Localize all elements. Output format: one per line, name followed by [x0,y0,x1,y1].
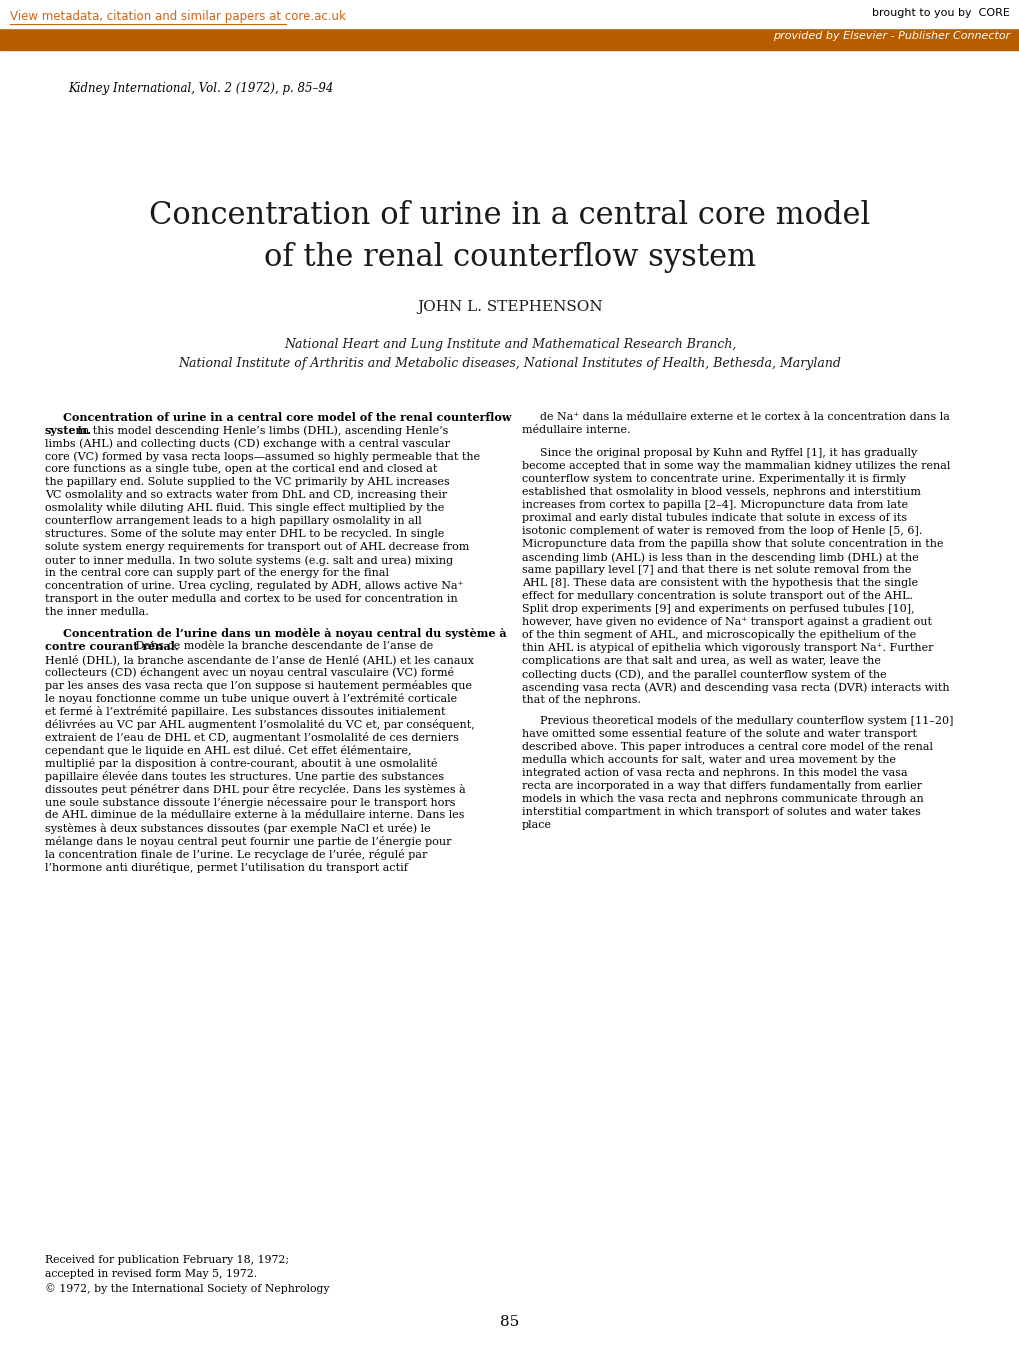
Text: Received for publication February 18, 1972;: Received for publication February 18, 19… [45,1255,288,1266]
Text: Micropuncture data from the papilla show that solute concentration in the: Micropuncture data from the papilla show… [522,539,943,549]
Text: isotonic complement of water is removed from the loop of Henle [5, 6].: isotonic complement of water is removed … [522,526,921,537]
Text: National Institute of Arthritis and Metabolic diseases, National Institutes of H: National Institute of Arthritis and Meta… [178,356,841,370]
Text: collecteurs (CD) échangent avec un noyau central vasculaire (VC) formé: collecteurs (CD) échangent avec un noyau… [45,667,453,678]
Text: AHL [8]. These data are consistent with the hypothesis that the single: AHL [8]. These data are consistent with … [522,578,917,588]
Text: become accepted that in some way the mammalian kidney utilizes the renal: become accepted that in some way the mam… [522,461,950,471]
Text: counterflow system to concentrate urine. Experimentally it is firmly: counterflow system to concentrate urine.… [522,473,905,484]
Text: une soule substance dissoute l’énergie nécessaire pour le transport hors: une soule substance dissoute l’énergie n… [45,798,455,808]
Text: concentration of urine. Urea cycling, regulated by ADH, allows active Na⁺: concentration of urine. Urea cycling, re… [45,581,463,590]
Text: systèmes à deux substances dissoutes (par exemple NaCl et urée) le: systèmes à deux substances dissoutes (pa… [45,823,430,834]
Text: Concentration de l’urine dans un modèle à noyau central du système à: Concentration de l’urine dans un modèle … [63,628,506,639]
Text: extraient de l’eau de DHL et CD, augmentant l’osmolalité de ces derniers: extraient de l’eau de DHL et CD, augment… [45,732,459,742]
Bar [0,28,1019,50]
Text: Kidney International, Vol. 2 (1972), p. 85–94: Kidney International, Vol. 2 (1972), p. … [68,82,333,95]
Text: of the thin segment of AHL, and microscopically the epithelium of the: of the thin segment of AHL, and microsco… [522,629,915,640]
Text: contre courant rénal.: contre courant rénal. [45,642,178,652]
Text: the papillary end. Solute supplied to the VC primarily by AHL increases: the papillary end. Solute supplied to th… [45,477,449,487]
Text: established that osmolality in blood vessels, nephrons and interstitium: established that osmolality in blood ves… [522,487,920,498]
Text: brought to you by  CORE: brought to you by CORE [871,8,1009,17]
Text: 85: 85 [500,1315,519,1329]
Text: VC osmolality and so extracts water from DhL and CD, increasing their: VC osmolality and so extracts water from… [45,490,446,500]
Text: thin AHL is atypical of epithelia which vigorously transport Na⁺. Further: thin AHL is atypical of epithelia which … [522,643,932,654]
Text: osmolality while diluting AHL fluid. This single effect multiplied by the: osmolality while diluting AHL fluid. Thi… [45,503,444,512]
Text: models in which the vasa recta and nephrons communicate through an: models in which the vasa recta and nephr… [522,794,923,804]
Text: increases from cortex to papilla [2–4]. Micropuncture data from late: increases from cortex to papilla [2–4]. … [522,500,907,510]
Text: et fermé à l’extrémité papillaire. Les substances dissoutes initialement: et fermé à l’extrémité papillaire. Les s… [45,706,445,717]
Text: ascending vasa recta (AVR) and descending vasa recta (DVR) interacts with: ascending vasa recta (AVR) and descendin… [522,682,949,693]
Text: place: place [522,820,551,830]
Text: limbs (AHL) and collecting ducts (CD) exchange with a central vascular: limbs (AHL) and collecting ducts (CD) ex… [45,438,449,449]
Text: system.: system. [45,425,92,436]
Text: outer to inner medulla. In two solute systems (e.g. salt and urea) mixing: outer to inner medulla. In two solute sy… [45,555,452,565]
Text: de Na⁺ dans la médullaire externe et le cortex à la concentration dans la: de Na⁺ dans la médullaire externe et le … [539,412,949,422]
Text: National Heart and Lung Institute and Mathematical Research Branch,: National Heart and Lung Institute and Ma… [283,338,736,351]
Text: described above. This paper introduces a central core model of the renal: described above. This paper introduces a… [522,742,932,752]
Text: of the renal counterflow system: of the renal counterflow system [264,242,755,273]
Text: Since the original proposal by Kuhn and Ryffel [1], it has gradually: Since the original proposal by Kuhn and … [539,448,916,459]
Bar [0,0,1019,28]
Text: cependant que le liquide en AHL est dilué. Cet effet élémentaire,: cependant que le liquide en AHL est dilu… [45,745,411,756]
Text: View metadata, citation and similar papers at core.ac.uk: View metadata, citation and similar pape… [10,9,345,23]
Text: la concentration finale de l’urine. Le recyclage de l’urée, régulé par: la concentration finale de l’urine. Le r… [45,849,427,859]
Text: solute system energy requirements for transport out of AHL decrease from: solute system energy requirements for tr… [45,542,469,551]
Text: integrated action of vasa recta and nephrons. In this model the vasa: integrated action of vasa recta and neph… [522,768,907,777]
Text: Previous theoretical models of the medullary counterflow system [11–20]: Previous theoretical models of the medul… [539,716,953,726]
Text: transport in the outer medulla and cortex to be used for concentration in: transport in the outer medulla and corte… [45,594,458,604]
Text: mélange dans le noyau central peut fournir une partie de l’énergie pour: mélange dans le noyau central peut fourn… [45,837,451,847]
Text: le noyau fonctionne comme un tube unique ouvert à l’extrémité corticale: le noyau fonctionne comme un tube unique… [45,693,457,703]
Text: however, have given no evidence of Na⁺ transport against a gradient out: however, have given no evidence of Na⁺ t… [522,617,931,627]
Text: core functions as a single tube, open at the cortical end and closed at: core functions as a single tube, open at… [45,464,437,473]
Text: Henlé (DHL), la branche ascendante de l’anse de Henlé (AHL) et les canaux: Henlé (DHL), la branche ascendante de l’… [45,654,474,664]
Text: core (VC) formed by vasa recta loops—assumed so highly permeable that the: core (VC) formed by vasa recta loops—ass… [45,451,480,461]
Text: have omitted some essential feature of the solute and water transport: have omitted some essential feature of t… [522,729,916,738]
Text: dissoutes peut pénétrer dans DHL pour être recyclée. Dans les systèmes à: dissoutes peut pénétrer dans DHL pour êt… [45,784,466,795]
Text: the inner medulla.: the inner medulla. [45,607,149,617]
Text: proximal and early distal tubules indicate that solute in excess of its: proximal and early distal tubules indica… [522,512,906,523]
Text: effect for medullary concentration is solute transport out of the AHL.: effect for medullary concentration is so… [522,590,912,601]
Text: délivrées au VC par AHL augmentent l’osmolalité du VC et, par conséquent,: délivrées au VC par AHL augmentent l’osm… [45,720,474,730]
Text: de AHL diminue de la médullaire externe à la médullaire interne. Dans les: de AHL diminue de la médullaire externe … [45,810,464,820]
Text: counterflow arrangement leads to a high papillary osmolality in all: counterflow arrangement leads to a high … [45,516,421,526]
Text: médullaire interne.: médullaire interne. [522,425,630,434]
Text: par les anses des vasa recta que l’on suppose si hautement perméables que: par les anses des vasa recta que l’on su… [45,681,472,691]
Text: structures. Some of the solute may enter DHL to be recycled. In single: structures. Some of the solute may enter… [45,529,444,539]
Text: Concentration of urine in a central core model: Concentration of urine in a central core… [149,200,870,231]
Text: ascending limb (AHL) is less than in the descending limb (DHL) at the: ascending limb (AHL) is less than in the… [522,551,918,562]
Text: provided by Elsevier - Publisher Connector: provided by Elsevier - Publisher Connect… [772,31,1009,40]
Text: Dans ce modèle la branche descendante de l’anse de: Dans ce modèle la branche descendante de… [131,642,432,651]
Text: collecting ducts (CD), and the parallel counterflow system of the: collecting ducts (CD), and the parallel … [522,668,886,679]
Text: Split drop experiments [9] and experiments on perfused tubules [10],: Split drop experiments [9] and experimen… [522,604,914,615]
Text: JOHN L. STEPHENSON: JOHN L. STEPHENSON [417,300,602,313]
Text: same papillary level [7] and that there is net solute removal from the: same papillary level [7] and that there … [522,565,911,576]
Text: in the central core can supply part of the energy for the final: in the central core can supply part of t… [45,568,388,578]
Text: © 1972, by the International Society of Nephrology: © 1972, by the International Society of … [45,1283,329,1294]
Text: medulla which accounts for salt, water and urea movement by the: medulla which accounts for salt, water a… [522,755,895,765]
Text: complications are that salt and urea, as well as water, leave the: complications are that salt and urea, as… [522,656,880,666]
Text: papillaire élevée dans toutes les structures. Une partie des substances: papillaire élevée dans toutes les struct… [45,771,443,781]
Text: In this model descending Henle’s limbs (DHL), ascending Henle’s: In this model descending Henle’s limbs (… [73,425,447,436]
Text: Concentration of urine in a central core model of the renal counterflow: Concentration of urine in a central core… [63,412,511,422]
Text: that of the nephrons.: that of the nephrons. [522,695,640,705]
Text: recta are incorporated in a way that differs fundamentally from earlier: recta are incorporated in a way that dif… [522,781,921,791]
Text: accepted in revised form May 5, 1972.: accepted in revised form May 5, 1972. [45,1268,257,1279]
Text: interstitial compartment in which transport of solutes and water takes: interstitial compartment in which transp… [522,807,920,816]
Text: multiplié par la disposition à contre-courant, aboutit à une osmolalité: multiplié par la disposition à contre-co… [45,759,437,769]
Text: l’hormone anti diurétique, permet l’utilisation du transport actif: l’hormone anti diurétique, permet l’util… [45,862,408,873]
